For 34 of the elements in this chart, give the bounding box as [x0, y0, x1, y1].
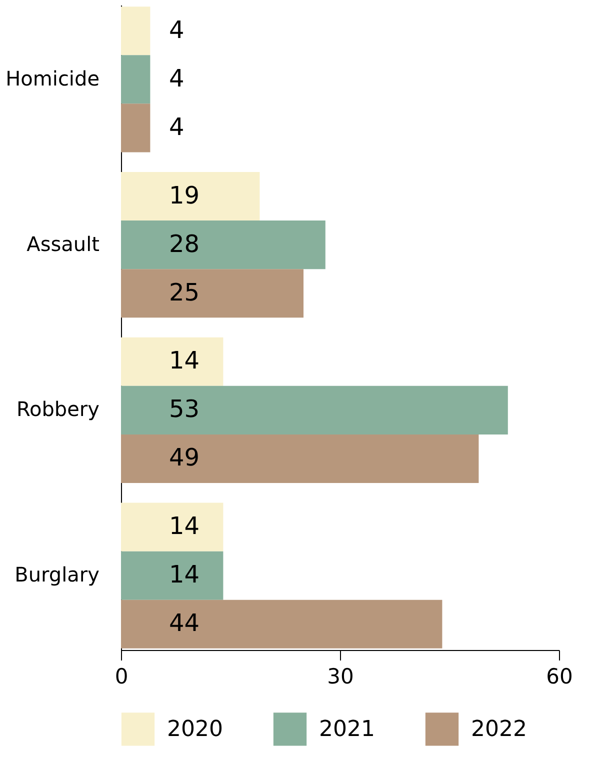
- bar: [121, 337, 224, 386]
- x-tick-label: 30: [327, 664, 354, 688]
- data-label: 14: [169, 512, 200, 540]
- legend-label: 2022: [471, 717, 527, 742]
- legend-label: 2020: [167, 717, 223, 742]
- bar: [121, 502, 224, 552]
- data-label: 53: [169, 395, 200, 424]
- x-tick-label: 0: [114, 664, 128, 688]
- y-tick-label: Burglary: [14, 562, 100, 587]
- data-label: 4: [169, 112, 184, 141]
- bar: [121, 434, 479, 483]
- y-tick-label: Assault: [26, 232, 100, 256]
- data-label: 19: [169, 181, 200, 210]
- bar: [121, 600, 442, 648]
- legend-label: 2021: [319, 717, 375, 742]
- bar: [121, 269, 304, 318]
- bar: [121, 55, 150, 104]
- bar: [121, 386, 508, 434]
- bar: [121, 551, 224, 600]
- bar: [121, 172, 260, 221]
- y-tick-label: Homicide: [6, 66, 100, 90]
- data-label: 14: [169, 346, 200, 375]
- bar: [121, 104, 150, 152]
- bar: [121, 220, 326, 270]
- data-label: 4: [169, 16, 184, 44]
- data-label: 25: [169, 278, 200, 306]
- data-label: 14: [169, 560, 200, 589]
- data-label: 28: [169, 230, 200, 258]
- data-label: 49: [169, 444, 200, 472]
- data-label: 44: [169, 609, 200, 638]
- y-tick-label: Robbery: [16, 397, 100, 422]
- data-label: 4: [169, 64, 184, 92]
- bar: [121, 6, 150, 56]
- x-tick-label: 60: [546, 664, 573, 688]
